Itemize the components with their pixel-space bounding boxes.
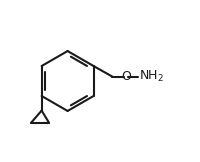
- Text: NH$_2$: NH$_2$: [139, 69, 164, 84]
- Text: O: O: [121, 70, 131, 83]
